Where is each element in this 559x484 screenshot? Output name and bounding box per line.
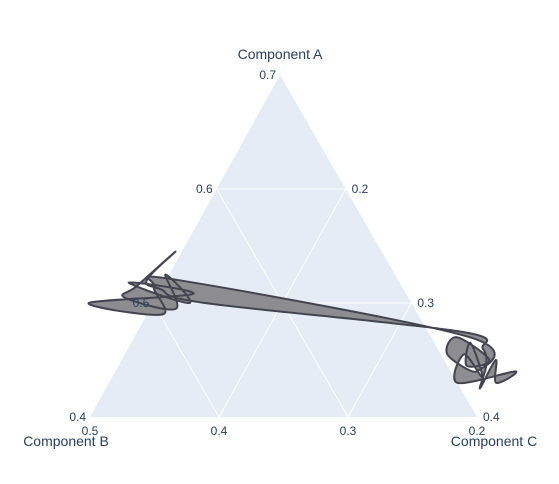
tick-labels: 0.40.50.60.70.20.30.40.50.20.30.4 (69, 68, 500, 438)
axis-c-tick-label: 0.2 (352, 182, 369, 196)
axis-a-tick-label: 0.5 (133, 296, 150, 310)
axis-a-tick-label: 0.4 (69, 410, 86, 424)
grid-line-b (152, 302, 220, 418)
axis-c-tick-label: 0.4 (483, 410, 500, 424)
axis-a-tick-label: 0.7 (259, 68, 276, 82)
axis-a-title: Component A (238, 46, 323, 62)
axis-c-title: Component C (451, 433, 537, 449)
axis-a-tick-label: 0.6 (196, 182, 213, 196)
data-series-layer (87, 250, 518, 390)
axis-b-tick-label: 0.5 (82, 424, 99, 438)
axis-c-tick-label: 0.3 (417, 296, 434, 310)
series-shape (87, 250, 518, 390)
axis-b-title: Component B (23, 433, 109, 449)
axis-b-tick-label: 0.4 (211, 424, 228, 438)
axis-b-tick-label: 0.2 (469, 424, 486, 438)
ternary-plot-background (90, 75, 477, 417)
axis-b-tick-label: 0.3 (340, 424, 357, 438)
